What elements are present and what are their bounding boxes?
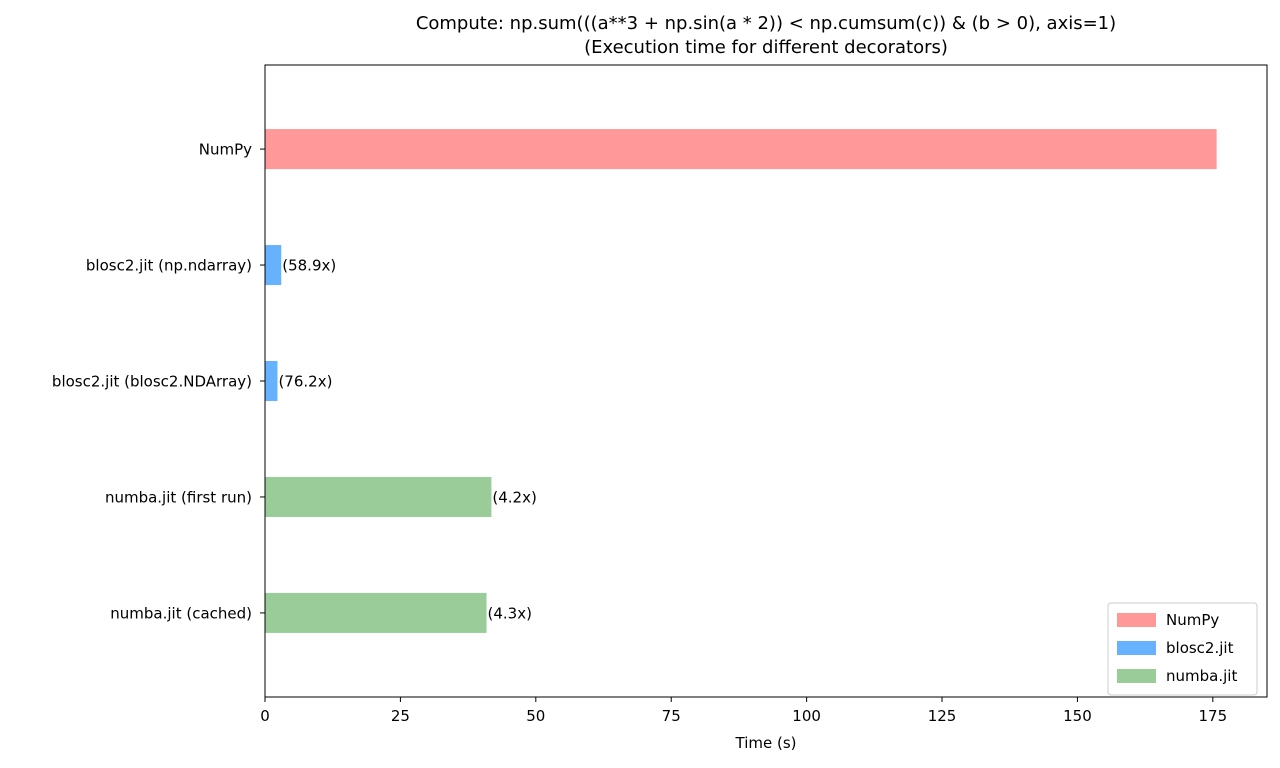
legend-swatch xyxy=(1117,613,1156,627)
bar xyxy=(265,129,1217,170)
x-tick-label: 0 xyxy=(260,707,270,725)
legend-label: numba.jit xyxy=(1166,667,1237,685)
legend: NumPy blosc2.jit numba.jit xyxy=(1107,602,1258,696)
x-tick-label: 150 xyxy=(1063,707,1092,725)
bars-layer xyxy=(265,129,1217,633)
y-tick-label: numba.jit (cached) xyxy=(110,604,252,622)
plot-frame xyxy=(264,64,1268,698)
x-axis: 0 25 50 75 100 125 150 175 xyxy=(260,697,1227,725)
y-tick-label: numba.jit (first run) xyxy=(105,488,252,506)
bar-value-label: (58.9x) xyxy=(282,257,336,275)
chart-title-line1: Compute: np.sum(((a**3 + np.sin(a * 2)) … xyxy=(416,13,1116,34)
x-tick-label: 175 xyxy=(1199,707,1228,725)
bar xyxy=(265,476,492,517)
x-tick-label: 125 xyxy=(928,707,957,725)
y-tick-label: blosc2.jit (np.ndarray) xyxy=(86,257,252,275)
bar xyxy=(265,592,487,633)
x-axis-label: Time (s) xyxy=(735,734,797,752)
y-tick-label: NumPy xyxy=(199,141,252,159)
bar xyxy=(265,245,282,286)
legend-label: blosc2.jit xyxy=(1166,639,1234,657)
legend-swatch xyxy=(1117,641,1156,655)
chart-title-line2: (Execution time for different decorators… xyxy=(584,37,948,58)
x-tick-label: 100 xyxy=(792,707,821,725)
legend-swatch xyxy=(1117,669,1156,683)
legend-label: NumPy xyxy=(1166,611,1219,629)
bar-value-label: (76.2x) xyxy=(278,373,332,391)
bar-labels-layer: (58.9x) (76.2x) (4.2x) (4.3x) xyxy=(278,257,536,623)
bar xyxy=(265,360,278,402)
y-tick-label: blosc2.jit (blosc2.NDArray) xyxy=(52,373,252,391)
y-axis: NumPy blosc2.jit (np.ndarray) blosc2.jit (… xyxy=(52,141,265,622)
x-tick-label: 50 xyxy=(526,707,545,725)
x-tick-label: 75 xyxy=(662,707,681,725)
x-tick-label: 25 xyxy=(391,707,410,725)
bar-value-label: (4.3x) xyxy=(488,604,532,622)
bar-value-label: (4.2x) xyxy=(492,488,536,506)
